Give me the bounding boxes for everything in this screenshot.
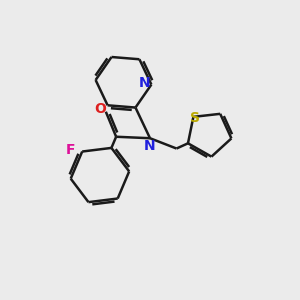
Text: S: S xyxy=(190,111,200,125)
Text: O: O xyxy=(94,102,106,116)
Text: N: N xyxy=(144,140,156,154)
Text: N: N xyxy=(139,76,151,90)
Text: F: F xyxy=(66,143,76,157)
